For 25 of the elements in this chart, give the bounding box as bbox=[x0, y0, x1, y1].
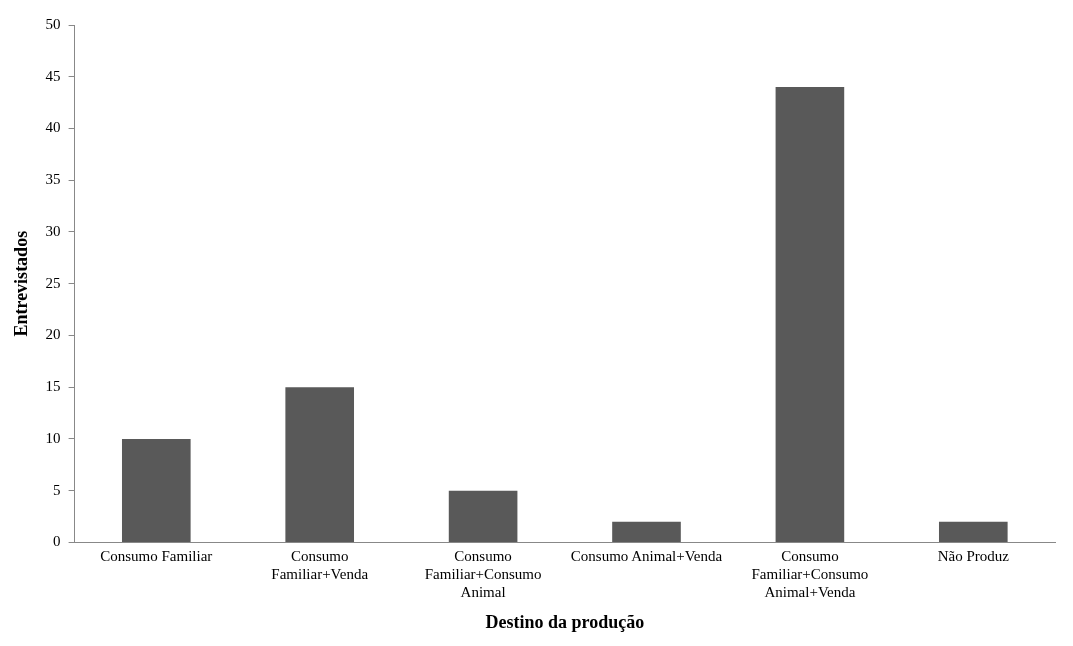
y-tick-label: 15 bbox=[45, 378, 61, 395]
x-tick-label: Consumo Familiar+Venda bbox=[271, 548, 369, 583]
y-tick-label: 25 bbox=[45, 274, 61, 291]
x-tick-label: Consumo Familiar+Consumo Animal bbox=[424, 548, 542, 601]
y-tick-label: 45 bbox=[45, 67, 61, 84]
y-axis-title: Entrevistados bbox=[11, 230, 32, 337]
y-tick-label: 0 bbox=[53, 533, 61, 550]
x-tick-label: Consumo Familiar bbox=[100, 548, 213, 565]
y-tick-label: 40 bbox=[45, 119, 61, 136]
bar bbox=[121, 438, 191, 542]
x-tick-label: Consumo Animal+Venda bbox=[570, 548, 723, 565]
bar bbox=[775, 87, 845, 542]
bar bbox=[612, 521, 681, 542]
y-tick-label: 35 bbox=[45, 171, 61, 188]
y-tick-label: 30 bbox=[45, 222, 61, 239]
x-tick-label: Não Produz bbox=[937, 548, 1010, 565]
x-tick-label: Consumo Familiar+Consumo Animal+Venda bbox=[751, 548, 869, 601]
bar bbox=[285, 387, 355, 542]
x-axis-title: Destino da produção bbox=[485, 611, 645, 632]
y-tick-label: 10 bbox=[45, 429, 61, 446]
y-tick-label: 5 bbox=[53, 481, 61, 498]
bar bbox=[448, 490, 518, 542]
y-tick-label: 50 bbox=[45, 15, 61, 32]
bar bbox=[938, 521, 1008, 542]
y-tick-label: 20 bbox=[45, 326, 61, 343]
